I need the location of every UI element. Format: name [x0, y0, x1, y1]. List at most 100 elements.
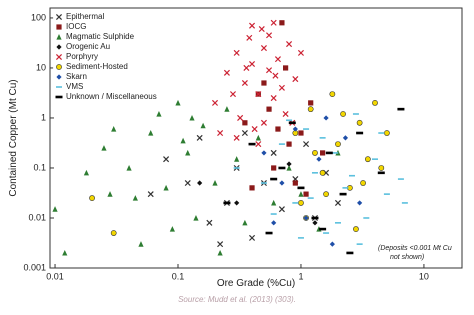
marker-triangle	[180, 137, 186, 144]
legend-marker	[56, 86, 62, 88]
marker-bar	[397, 107, 405, 111]
marker-triangle	[132, 195, 138, 201]
points	[52, 19, 408, 256]
legend-marker	[56, 64, 62, 70]
legend-label: Magmatic Sulphide	[66, 32, 135, 41]
marker-x	[334, 199, 342, 206]
marker-dash	[260, 182, 267, 184]
legend-label: Epithermal	[66, 12, 104, 21]
marker-x	[270, 19, 277, 26]
marker-x	[249, 234, 256, 241]
marker-x	[241, 129, 248, 137]
x-tick-label: 10	[419, 271, 429, 281]
marker-bar	[223, 201, 231, 205]
marker-triangle	[200, 122, 206, 129]
marker-bar	[288, 121, 296, 125]
marker-x	[241, 79, 248, 87]
marker-x	[229, 91, 237, 98]
annotation: (Deposits <0.001 Mt Cu	[378, 245, 452, 252]
marker-x	[270, 95, 277, 102]
marker-dash	[297, 237, 304, 239]
marker-dash	[278, 143, 285, 145]
marker-dash	[342, 187, 349, 189]
marker-diamond	[329, 241, 335, 247]
marker-bar	[319, 227, 327, 231]
y-tick-label: 0.001	[23, 262, 46, 272]
marker-square	[320, 150, 326, 156]
marker-triangle	[193, 214, 199, 221]
marker-square	[286, 141, 292, 147]
marker-circle	[323, 191, 329, 198]
marker-dash	[233, 167, 240, 169]
marker-dash	[292, 202, 299, 204]
marker-x	[243, 64, 250, 71]
marker-diamond	[323, 115, 329, 121]
legend-marker	[56, 44, 62, 50]
marker-diamond	[316, 156, 322, 162]
marker-dash	[319, 137, 326, 139]
marker-circle	[110, 230, 117, 236]
marker-x	[255, 141, 262, 148]
marker-x	[282, 110, 289, 118]
marker-triangle	[185, 149, 191, 156]
marker-circle	[298, 200, 304, 206]
marker-diamond	[261, 150, 267, 156]
marker-diamond	[312, 220, 318, 226]
marker-triangle	[169, 226, 175, 232]
marker-triangle	[224, 106, 230, 112]
marker-square	[275, 126, 281, 132]
marker-triangle	[298, 191, 304, 197]
marker-circle	[319, 169, 326, 176]
marker-dash	[371, 158, 378, 160]
marker-triangle	[62, 249, 68, 256]
marker-x	[292, 76, 299, 83]
marker-diamond	[286, 161, 292, 167]
marker-square	[279, 20, 285, 26]
marker-diamond	[271, 220, 277, 226]
marker-triangle	[107, 191, 113, 197]
marker-circle	[353, 226, 359, 232]
marker-x	[249, 22, 256, 29]
x-axis-label: Ore Grade (%Cu)	[217, 278, 295, 289]
x-tick-label: 0.1	[172, 271, 185, 281]
marker-x	[249, 60, 256, 68]
marker-x	[237, 114, 244, 121]
marker-x	[255, 91, 262, 98]
marker-circle	[384, 130, 390, 136]
marker-x	[266, 32, 273, 39]
marker-dash	[356, 243, 363, 245]
y-tick-label: 1	[41, 112, 46, 122]
marker-bar	[377, 171, 385, 175]
marker-bar	[265, 231, 273, 235]
marker-x	[147, 191, 154, 198]
marker-x	[217, 241, 224, 248]
marker-diamond	[357, 200, 363, 206]
legend-marker	[56, 34, 62, 40]
marker-square	[261, 80, 267, 86]
marker-x	[260, 119, 267, 126]
x-tick-label: 1	[298, 271, 303, 281]
marker-triangle	[138, 241, 144, 247]
annotation: not shown)	[390, 254, 424, 261]
marker-diamond	[342, 135, 349, 141]
marker-dash	[378, 132, 385, 134]
marker-triangle	[156, 111, 162, 117]
marker-x	[303, 141, 310, 148]
marker-dash	[286, 119, 293, 122]
marker-triangle	[189, 114, 195, 121]
marker-triangle	[111, 126, 117, 132]
marker-circle	[312, 150, 318, 156]
marker-square	[298, 130, 304, 136]
marker-x	[217, 129, 224, 137]
marker-triangle	[163, 184, 169, 191]
marker-circle	[356, 119, 363, 126]
marker-triangle	[52, 206, 58, 212]
legend-label: VMS	[66, 82, 83, 91]
marker-x	[233, 49, 240, 56]
marker-x	[272, 72, 279, 79]
marker-x	[286, 41, 293, 48]
marker-bar	[248, 142, 256, 146]
marker-x	[184, 180, 191, 187]
marker-bar	[346, 251, 354, 255]
marker-x	[258, 26, 265, 33]
